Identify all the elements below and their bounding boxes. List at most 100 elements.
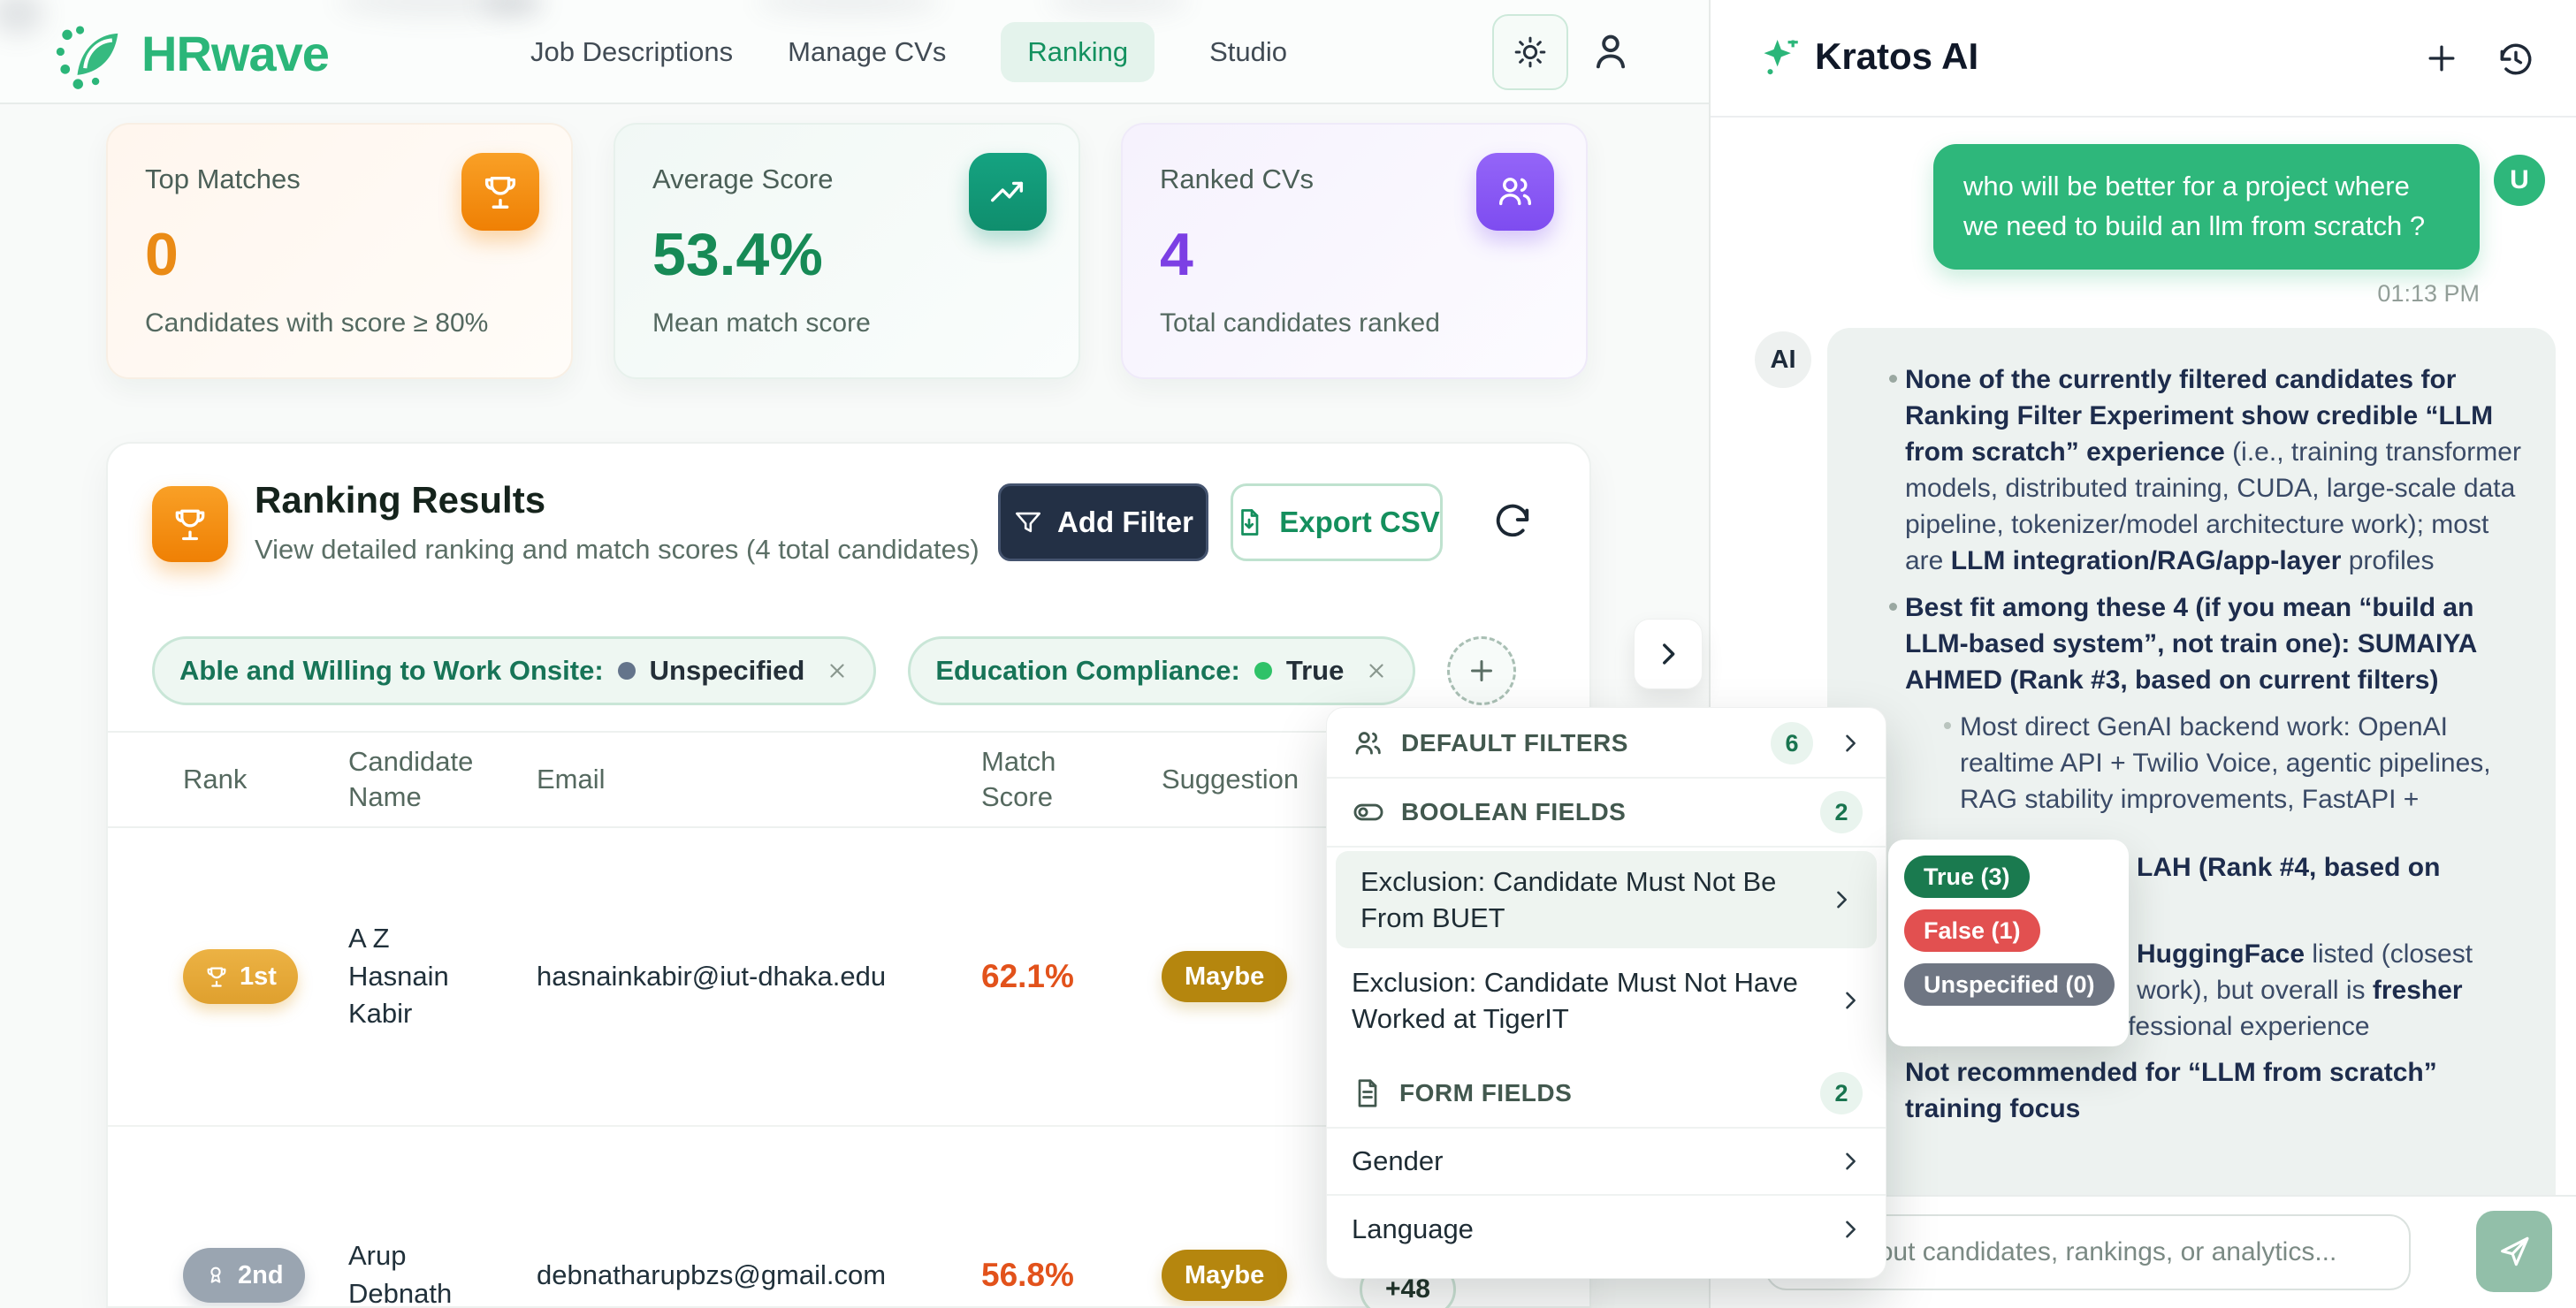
chevron-right-icon (1663, 643, 1675, 665)
send-button[interactable] (2476, 1211, 2552, 1292)
submenu-option-true[interactable]: True (3) (1904, 856, 2030, 898)
stat-card-top-matches: Top Matches 0 Candidates with score ≥ 80… (106, 123, 573, 379)
chip-label: Able and Willing to Work Onsite: (179, 655, 604, 686)
user-message-bubble: who will be better for a project where w… (1933, 144, 2480, 270)
rank-label: 2nd (238, 1260, 284, 1289)
scroll-right-button[interactable] (1634, 619, 1703, 689)
section-count-badge: 2 (1820, 1072, 1863, 1114)
stat-title: Ranked CVs (1160, 164, 1315, 194)
rank-label: 1st (240, 962, 277, 991)
filter-value-submenu: True (3) False (1) Unspecified (0) (1888, 840, 2129, 1046)
nav-item-ranking[interactable]: Ranking (1001, 22, 1155, 82)
table-row[interactable]: 1st A Z Hasnain Kabir hasnainkabir@iut-d… (108, 828, 1589, 1127)
new-chat-button[interactable] (2422, 39, 2461, 78)
candidate-name: A Z Hasnain Kabir (348, 922, 449, 1030)
submenu-option-false[interactable]: False (1) (1904, 909, 2040, 952)
menu-item-label: Exclusion: Candidate Must Not Have Worke… (1352, 967, 1798, 1034)
add-filter-chip-button[interactable] (1447, 636, 1517, 705)
ai-text-fragment: HuggingFace listed (closest (2137, 939, 2473, 969)
chip-label: Education Compliance: (935, 655, 1240, 686)
ai-text: Most direct GenAI backend work: OpenAI r… (1960, 712, 2491, 814)
export-csv-button[interactable]: Export CSV (1231, 483, 1443, 561)
ai-avatar: AI (1755, 331, 1811, 388)
filter-chip-education[interactable]: Education Compliance: True (908, 636, 1416, 705)
ai-bullet: None of the currently filtered candidate… (1827, 361, 2524, 579)
top-navigation: HRwave Job Descriptions Manage CVs Ranki… (0, 0, 1709, 104)
stat-title: Top Matches (145, 164, 301, 194)
menu-section-default-filters[interactable]: DEFAULT FILTERS 6 (1327, 710, 1886, 779)
sparkle-icon (1755, 34, 1804, 83)
chip-value: True (1285, 655, 1345, 686)
theme-toggle-button[interactable] (1492, 14, 1568, 90)
stat-card-average-score: Average Score 53.4% Mean match score (614, 123, 1080, 379)
chevron-right-icon (1829, 887, 1854, 912)
candidate-email: hasnainkabir@iut-dhaka.edu (537, 961, 887, 992)
menu-section-form-fields[interactable]: FORM FIELDS 2 (1327, 1060, 1886, 1129)
add-filter-button[interactable]: Add Filter (998, 483, 1208, 561)
chat-messages: who will be better for a project where w… (1711, 119, 2576, 1195)
chevron-right-icon (1838, 1149, 1863, 1174)
history-clock-icon (2500, 43, 2532, 75)
nav-item-manage-cvs[interactable]: Manage CVs (788, 36, 947, 67)
ai-text: profiles (2341, 546, 2435, 575)
chat-header: Kratos AI (1711, 0, 2576, 118)
medal-icon (210, 1266, 221, 1283)
nav-links: Job Descriptions Manage CVs Ranking Stud… (530, 0, 1287, 104)
suggestion-badge: Maybe (1162, 951, 1288, 1002)
stat-subtitle: Total candidates ranked (1160, 308, 1440, 338)
section-count-badge: 2 (1820, 791, 1863, 833)
ranking-table: Rank Candidate Name Email Match Score Su… (108, 733, 1589, 1306)
remove-filter-icon[interactable] (826, 659, 849, 682)
brand-name: HRwave (141, 25, 330, 81)
ai-message-bubble: None of the currently filtered candidate… (1827, 328, 2556, 1195)
filter-chip-onsite[interactable]: Able and Willing to Work Onsite: Unspeci… (152, 636, 877, 705)
active-filter-chips: Able and Willing to Work Onsite: Unspeci… (152, 636, 1517, 705)
document-icon (1358, 1079, 1377, 1107)
section-count-badge: 6 (1771, 722, 1813, 764)
chat-panel-title: Kratos AI (1815, 35, 1979, 77)
kratos-ai-panel: Kratos AI who will be better for a proje… (1709, 0, 2576, 1308)
stat-card-ranked-cvs: Ranked CVs 4 Total candidates ranked (1121, 123, 1588, 379)
funnel-icon (1013, 507, 1043, 537)
nav-item-job-descriptions[interactable]: Job Descriptions (530, 36, 734, 67)
nav-item-studio[interactable]: Studio (1209, 36, 1288, 67)
menu-item-exclusion-tigerit[interactable]: Exclusion: Candidate Must Not Have Worke… (1327, 952, 1886, 1049)
file-download-icon (1233, 506, 1265, 538)
menu-item-label: Gender (1352, 1145, 1444, 1176)
hrwave-logo-icon (50, 16, 131, 90)
table-row[interactable]: 2nd Arup Debnath debnatharupbzs@gmail.co… (108, 1127, 1589, 1306)
blur-artifact (0, 0, 44, 35)
ai-conclusion: Not recommended for “LLM from scratch” t… (1905, 1058, 2437, 1123)
ai-text-bold: Best fit among these 4 (if you mean “bui… (1905, 593, 2477, 695)
menu-section-boolean-fields[interactable]: BOOLEAN FIELDS 2 (1327, 779, 1886, 848)
refresh-button[interactable] (1492, 500, 1533, 541)
chat-history-button[interactable] (2496, 39, 2536, 80)
add-filter-label: Add Filter (1057, 506, 1193, 538)
column-header-match-score: Match Score (981, 745, 1056, 812)
ai-text: (i.e., training transformer models, dist… (1905, 437, 2521, 575)
section-label: FORM FIELDS (1399, 1079, 1573, 1106)
chevron-right-icon (1838, 988, 1863, 1013)
export-csv-label: Export CSV (1279, 506, 1440, 538)
section-label: DEFAULT FILTERS (1401, 729, 1628, 757)
main-panel: HRwave Job Descriptions Manage CVs Ranki… (0, 0, 1709, 1308)
submenu-option-unspecified[interactable]: Unspecified (0) (1904, 963, 2115, 1006)
ai-text-bold: None of the currently filtered candidate… (1905, 365, 2494, 467)
menu-item-language[interactable]: Language (1327, 1196, 1886, 1263)
column-header-candidate-name: Candidate Name (348, 745, 474, 812)
ai-text-fragment: LAH (Rank #4, based on (2137, 853, 2441, 882)
user-account-button[interactable] (1588, 28, 1634, 74)
divider (108, 731, 1589, 733)
users-icon (1355, 732, 1381, 755)
menu-item-gender[interactable]: Gender (1327, 1129, 1886, 1196)
table-header-row: Rank Candidate Name Email Match Score Su… (108, 733, 1589, 828)
divider (1327, 1049, 1886, 1060)
user-avatar: U (2494, 155, 2545, 206)
menu-item-exclusion-buet[interactable]: Exclusion: Candidate Must Not Be From BU… (1336, 851, 1877, 948)
ai-text-bold: LLM integration/RAG/app-layer (1950, 546, 2342, 575)
brand-logo[interactable]: HRwave (50, 16, 330, 90)
remove-filter-icon[interactable] (1365, 659, 1388, 682)
trophy-icon (461, 153, 539, 231)
ranking-results-title: Ranking Results (255, 479, 546, 521)
